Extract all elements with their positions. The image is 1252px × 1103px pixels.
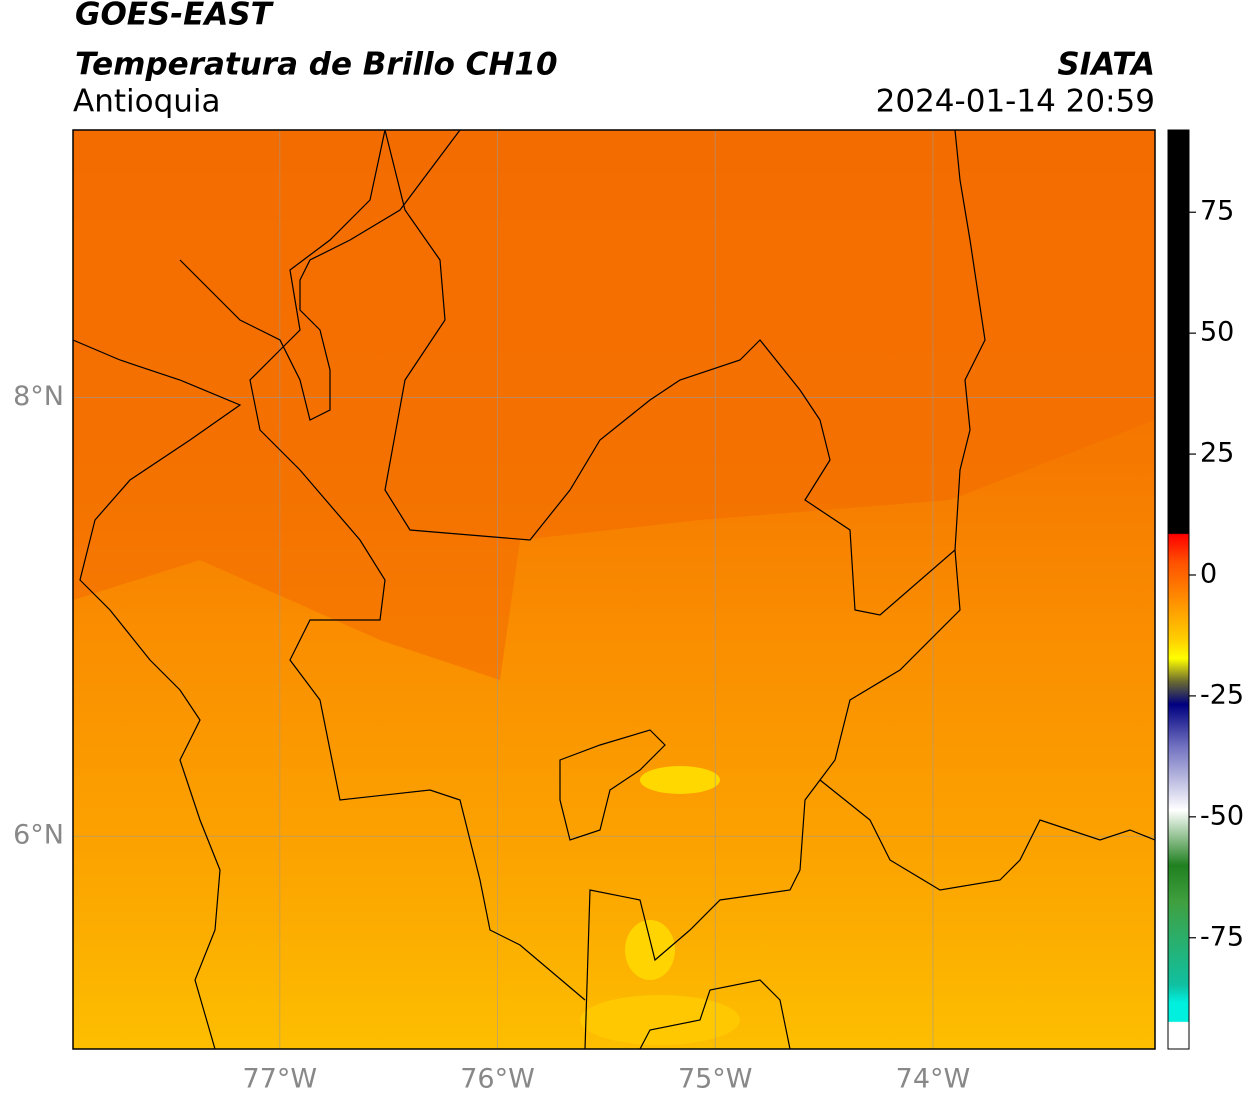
coastline [73, 339, 242, 1049]
border [819, 779, 1155, 891]
region: Antioquia [73, 84, 221, 120]
x-tick-label: 75°W [678, 1064, 753, 1095]
x-tick-label: 77°W [243, 1064, 318, 1095]
colorbar-tick-label: 25 [1200, 438, 1234, 469]
x-tick-label: 76°W [460, 1064, 535, 1095]
y-tick-label: 8°N [13, 381, 64, 412]
colorbar-tick-label: 0 [1200, 558, 1217, 589]
colorbar-tick-label: 50 [1200, 317, 1234, 348]
border [559, 729, 666, 841]
subtitle: Temperatura de Brillo CH10 [75, 47, 558, 83]
warm-spot [640, 766, 720, 794]
colorbar-tick-label: -25 [1200, 679, 1244, 710]
colorbar-tick-label: -75 [1200, 921, 1244, 952]
source: SIATA [1057, 47, 1155, 83]
border [384, 130, 986, 616]
y-tick-label: 6°N [13, 820, 64, 851]
x-tick-label: 74°W [896, 1064, 971, 1095]
coastline [179, 130, 461, 421]
colorbar [1167, 129, 1190, 1050]
border [639, 979, 791, 1049]
colorbar-tick-label: -50 [1200, 800, 1244, 831]
datetime: 2024-01-14 20:59 [876, 84, 1155, 120]
map [73, 130, 1155, 1049]
border [584, 549, 961, 1049]
warm-spot [580, 995, 740, 1045]
warm-spot [625, 920, 675, 980]
map-frame [72, 129, 1156, 1050]
colorbar-tick-label: 75 [1200, 196, 1234, 227]
title: GOES-EAST [75, 0, 275, 33]
cold-region [73, 130, 1155, 680]
border [249, 130, 586, 1001]
